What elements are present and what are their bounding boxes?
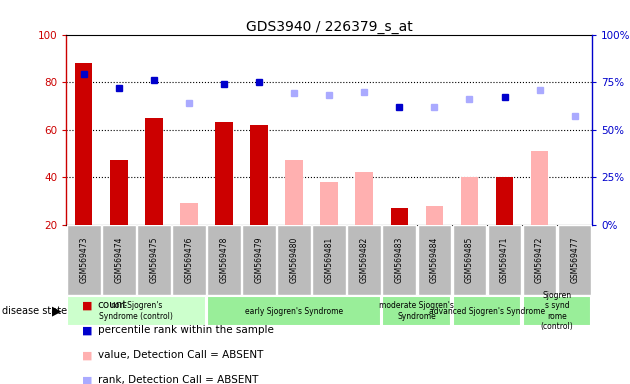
Text: non-Sjogren's
Syndrome (control): non-Sjogren's Syndrome (control) bbox=[100, 301, 173, 321]
FancyBboxPatch shape bbox=[523, 225, 556, 295]
Text: early Sjogren's Syndrome: early Sjogren's Syndrome bbox=[245, 306, 343, 316]
Bar bbox=[110, 161, 127, 225]
FancyBboxPatch shape bbox=[452, 296, 522, 326]
Text: value, Detection Call = ABSENT: value, Detection Call = ABSENT bbox=[98, 350, 263, 360]
FancyBboxPatch shape bbox=[137, 225, 171, 295]
Text: count: count bbox=[98, 300, 127, 310]
Text: GSM569483: GSM569483 bbox=[395, 237, 404, 283]
FancyBboxPatch shape bbox=[172, 225, 206, 295]
Bar bbox=[250, 125, 268, 225]
Text: ▶: ▶ bbox=[52, 305, 62, 318]
Bar bbox=[391, 208, 408, 225]
FancyBboxPatch shape bbox=[523, 296, 592, 326]
Text: GSM569474: GSM569474 bbox=[114, 237, 123, 283]
Bar bbox=[531, 151, 548, 225]
Text: GSM569478: GSM569478 bbox=[219, 237, 229, 283]
Text: ■: ■ bbox=[82, 325, 93, 335]
Text: rank, Detection Call = ABSENT: rank, Detection Call = ABSENT bbox=[98, 375, 258, 384]
Bar bbox=[215, 122, 232, 225]
FancyBboxPatch shape bbox=[207, 225, 241, 295]
Bar bbox=[285, 161, 303, 225]
Text: GSM569476: GSM569476 bbox=[185, 237, 193, 283]
FancyBboxPatch shape bbox=[558, 225, 592, 295]
Text: GSM569475: GSM569475 bbox=[149, 237, 158, 283]
FancyBboxPatch shape bbox=[242, 225, 276, 295]
FancyBboxPatch shape bbox=[102, 225, 135, 295]
Text: GSM569477: GSM569477 bbox=[570, 237, 579, 283]
FancyBboxPatch shape bbox=[488, 225, 522, 295]
FancyBboxPatch shape bbox=[452, 225, 486, 295]
Text: ■: ■ bbox=[82, 375, 93, 384]
FancyBboxPatch shape bbox=[312, 225, 346, 295]
FancyBboxPatch shape bbox=[67, 225, 101, 295]
FancyBboxPatch shape bbox=[207, 296, 381, 326]
Bar bbox=[75, 63, 93, 225]
Text: ■: ■ bbox=[82, 300, 93, 310]
FancyBboxPatch shape bbox=[418, 225, 451, 295]
Bar bbox=[180, 203, 198, 225]
Text: GSM569479: GSM569479 bbox=[255, 237, 263, 283]
Text: ■: ■ bbox=[82, 350, 93, 360]
FancyBboxPatch shape bbox=[382, 225, 416, 295]
Bar bbox=[426, 206, 443, 225]
Bar bbox=[321, 182, 338, 225]
Text: moderate Sjogren's
Syndrome: moderate Sjogren's Syndrome bbox=[379, 301, 454, 321]
Text: advanced Sjogren's Syndrome: advanced Sjogren's Syndrome bbox=[429, 306, 545, 316]
Text: GSM569471: GSM569471 bbox=[500, 237, 509, 283]
Text: GSM569473: GSM569473 bbox=[79, 237, 88, 283]
Text: GSM569482: GSM569482 bbox=[360, 237, 369, 283]
Title: GDS3940 / 226379_s_at: GDS3940 / 226379_s_at bbox=[246, 20, 413, 33]
Text: GSM569480: GSM569480 bbox=[290, 237, 299, 283]
Text: GSM569484: GSM569484 bbox=[430, 237, 439, 283]
FancyBboxPatch shape bbox=[382, 296, 451, 326]
FancyBboxPatch shape bbox=[347, 225, 381, 295]
Bar bbox=[496, 177, 513, 225]
FancyBboxPatch shape bbox=[67, 296, 206, 326]
Bar bbox=[145, 118, 163, 225]
Bar bbox=[461, 177, 478, 225]
Text: percentile rank within the sample: percentile rank within the sample bbox=[98, 325, 273, 335]
Text: Sjogren
s synd
rome
(control): Sjogren s synd rome (control) bbox=[541, 291, 573, 331]
Text: GSM569485: GSM569485 bbox=[465, 237, 474, 283]
Bar bbox=[355, 172, 373, 225]
FancyBboxPatch shape bbox=[277, 225, 311, 295]
Text: GSM569481: GSM569481 bbox=[324, 237, 334, 283]
Text: GSM569472: GSM569472 bbox=[535, 237, 544, 283]
Text: disease state: disease state bbox=[2, 306, 67, 316]
